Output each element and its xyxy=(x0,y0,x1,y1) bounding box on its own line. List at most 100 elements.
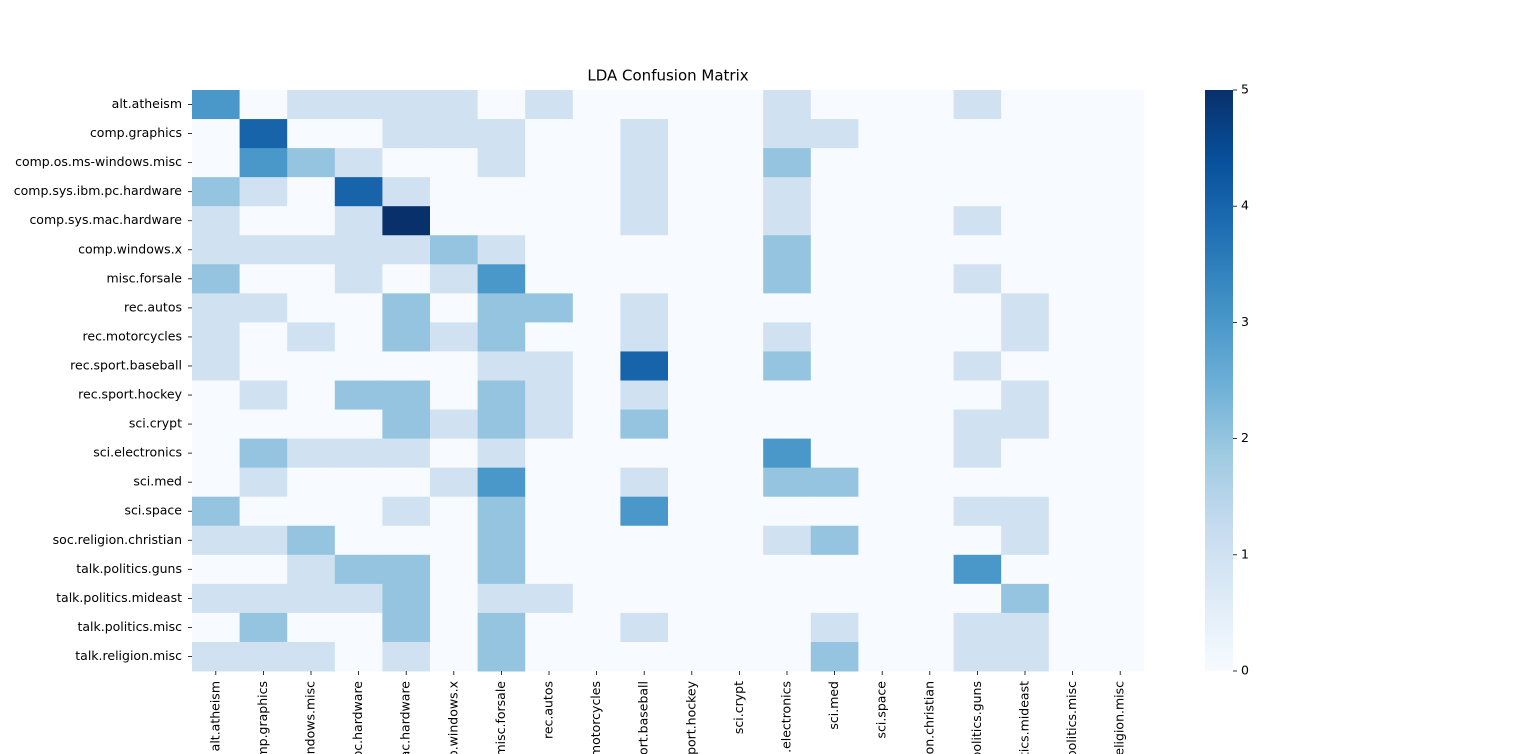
cell xyxy=(192,467,241,498)
cell xyxy=(287,496,336,527)
cell xyxy=(715,409,764,440)
cell xyxy=(1001,177,1050,207)
cell xyxy=(715,467,764,498)
cell xyxy=(1048,641,1097,672)
cell xyxy=(239,641,288,672)
cell xyxy=(477,438,526,469)
cell xyxy=(1048,496,1097,527)
cell xyxy=(810,438,859,469)
x-tick-label: talk.politics.misc xyxy=(1064,681,1079,754)
cell xyxy=(763,409,812,440)
cell xyxy=(430,322,479,352)
cell xyxy=(1001,293,1050,323)
x-tick-label: rec.motorcycles xyxy=(588,681,603,754)
cell xyxy=(715,583,764,614)
cell xyxy=(1001,264,1050,294)
cell xyxy=(763,119,812,149)
cell xyxy=(1096,264,1145,294)
cell xyxy=(572,322,621,352)
cell xyxy=(620,438,669,469)
cell xyxy=(858,409,907,440)
cell xyxy=(1048,380,1097,411)
cell xyxy=(1001,525,1050,556)
cell xyxy=(239,177,288,207)
cell xyxy=(715,177,764,207)
cell xyxy=(1048,409,1097,440)
cell xyxy=(572,235,621,265)
cell xyxy=(620,235,669,265)
colorbar-tick-label: 1 xyxy=(1241,546,1249,561)
cell xyxy=(192,293,241,323)
cell xyxy=(430,496,479,527)
cell xyxy=(430,641,479,672)
cell xyxy=(763,90,812,120)
cell xyxy=(620,264,669,294)
cell xyxy=(239,90,288,120)
cell xyxy=(715,293,764,323)
cell xyxy=(668,293,717,323)
cell xyxy=(239,612,288,643)
cell xyxy=(334,235,383,265)
cell xyxy=(382,467,431,498)
cell xyxy=(430,119,479,149)
x-tick-label: sci.electronics xyxy=(779,681,794,754)
cell xyxy=(477,293,526,323)
cell xyxy=(572,641,621,672)
x-tick-label: talk.politics.guns xyxy=(969,681,984,754)
cell xyxy=(287,525,336,556)
cell xyxy=(430,467,479,498)
cell xyxy=(1096,525,1145,556)
cell xyxy=(715,264,764,294)
x-tick-label: alt.atheism xyxy=(207,681,222,751)
cell xyxy=(620,322,669,352)
cell xyxy=(668,525,717,556)
x-tick-label: misc.forsale xyxy=(493,681,508,754)
cell xyxy=(525,177,574,207)
cell xyxy=(1096,351,1145,381)
cell xyxy=(382,119,431,149)
cell xyxy=(620,496,669,527)
cell xyxy=(572,496,621,527)
cell xyxy=(906,467,955,498)
cell xyxy=(572,351,621,381)
cell xyxy=(1001,467,1050,498)
cell xyxy=(287,177,336,207)
x-tick-label: comp.windows.x xyxy=(445,681,460,754)
cell xyxy=(953,264,1002,294)
y-tick-label: sci.med xyxy=(133,474,182,489)
cell xyxy=(192,612,241,643)
cell xyxy=(668,206,717,236)
cell xyxy=(763,293,812,323)
cell xyxy=(572,583,621,614)
cell xyxy=(906,119,955,149)
cell xyxy=(1001,148,1050,178)
cell xyxy=(953,293,1002,323)
cell xyxy=(1096,641,1145,672)
cell xyxy=(858,351,907,381)
cell xyxy=(810,90,859,120)
y-tick-label: misc.forsale xyxy=(106,270,182,285)
cell xyxy=(525,322,574,352)
cell xyxy=(192,525,241,556)
y-tick-label: rec.sport.hockey xyxy=(78,387,182,402)
cell xyxy=(763,148,812,178)
cell xyxy=(430,351,479,381)
cell xyxy=(620,583,669,614)
cell xyxy=(1001,90,1050,120)
cell xyxy=(477,119,526,149)
cell xyxy=(763,264,812,294)
cell xyxy=(525,554,574,585)
cell xyxy=(477,583,526,614)
cell xyxy=(810,351,859,381)
cell xyxy=(477,206,526,236)
cell xyxy=(525,351,574,381)
cell xyxy=(525,119,574,149)
cell xyxy=(430,206,479,236)
cell xyxy=(1096,496,1145,527)
cell xyxy=(620,525,669,556)
cell xyxy=(858,583,907,614)
cell xyxy=(810,148,859,178)
cell xyxy=(715,90,764,120)
cell xyxy=(810,612,859,643)
